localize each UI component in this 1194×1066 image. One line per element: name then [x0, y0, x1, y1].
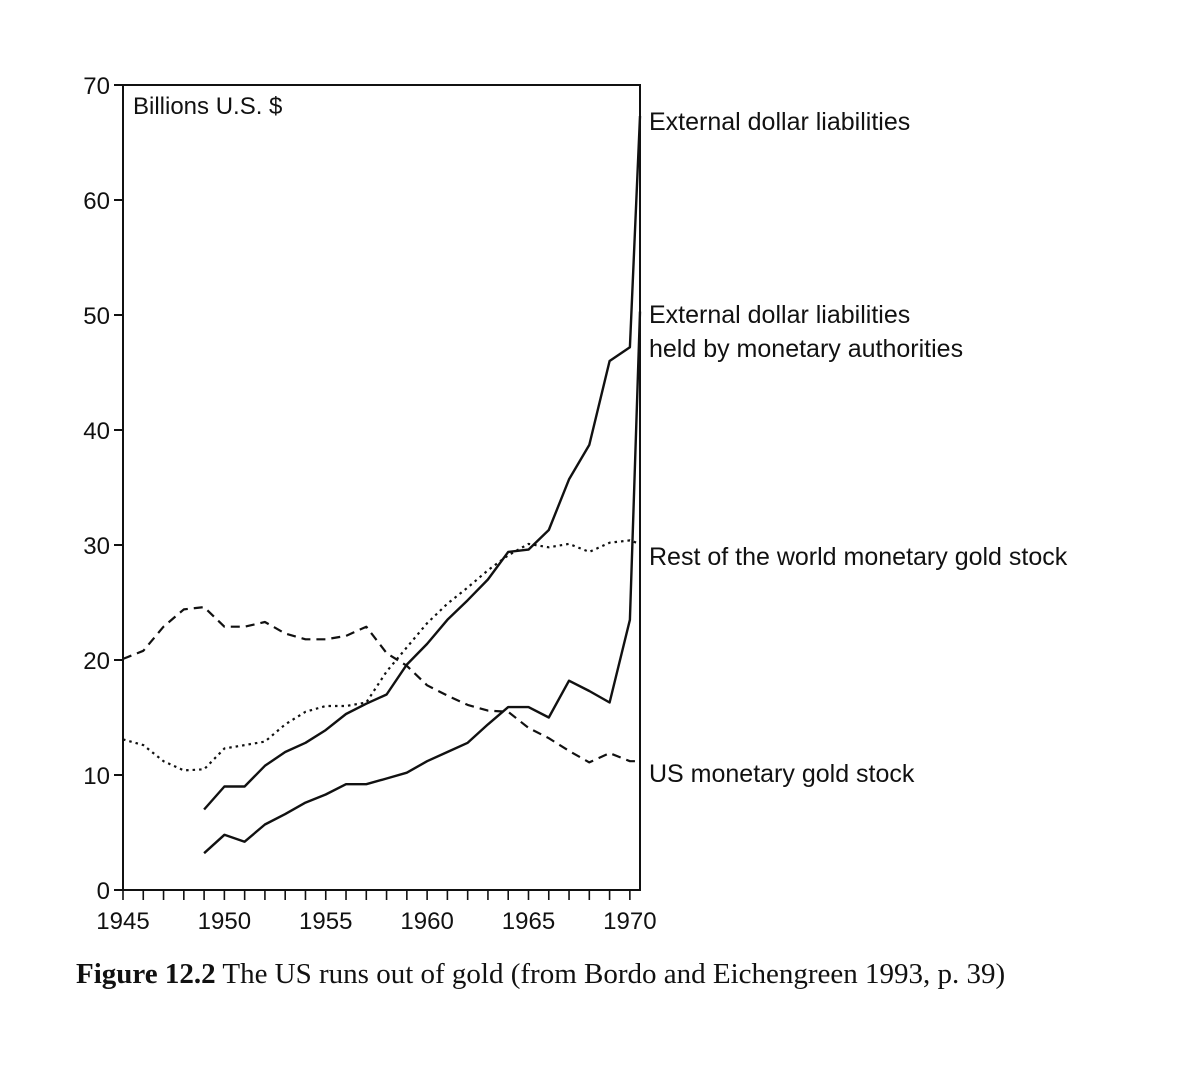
y-tick-label: 30 — [83, 533, 110, 560]
unit-label: Billions U.S. $ — [133, 93, 282, 120]
plot-frame — [122, 84, 641, 891]
y-tick-label: 20 — [83, 648, 110, 675]
x-tick-label: 1950 — [198, 908, 251, 935]
y-tick-label: 70 — [83, 73, 110, 100]
x-tick-label: 1970 — [603, 908, 656, 935]
y-tick-label: 40 — [83, 418, 110, 445]
chart: 0 10 20 30 40 50 60 70 1945 1950 1955 1960 1965 1970… — [83, 73, 1068, 935]
series-line-us-gold — [122, 605, 640, 764]
figure-label: Figure 12.2 — [76, 958, 216, 990]
figure-caption-text: The US runs out of gold (from Bordo and … — [215, 958, 1006, 990]
x-tick-label: 1965 — [502, 908, 555, 935]
y-tick-label: 0 — [97, 878, 110, 905]
label-liabilities-monetary-authorities: External dollar liabilities held by monet… — [649, 301, 963, 363]
y-tick-label: 10 — [83, 763, 110, 790]
series-lines — [122, 116, 642, 855]
label-rest-of-world-gold: Rest of the world monetary gold stock — [649, 543, 1068, 571]
series-line-external-liabilities — [203, 116, 642, 811]
x-tick-label: 1945 — [96, 908, 149, 935]
y-axis: 0 10 20 30 40 50 60 70 — [83, 73, 123, 905]
figure-caption: Figure 12.2 The US runs out of gold (fro… — [76, 956, 1116, 992]
label-us-gold: US monetary gold stock — [649, 760, 915, 788]
series-line-rest-of-world-gold — [122, 539, 641, 772]
y-tick-label: 60 — [83, 188, 110, 215]
x-tick-label: 1955 — [299, 908, 352, 935]
x-tick-label: 1960 — [400, 908, 453, 935]
series-labels: External dollar liabilities External doll… — [649, 108, 1068, 788]
series-line-liabilities-monetary-authorities — [203, 311, 642, 855]
y-tick-label: 50 — [83, 303, 110, 330]
x-axis: 1945 1950 1955 1960 1965 1970 — [96, 890, 657, 935]
label-external-liabilities: External dollar liabilities — [649, 108, 910, 136]
